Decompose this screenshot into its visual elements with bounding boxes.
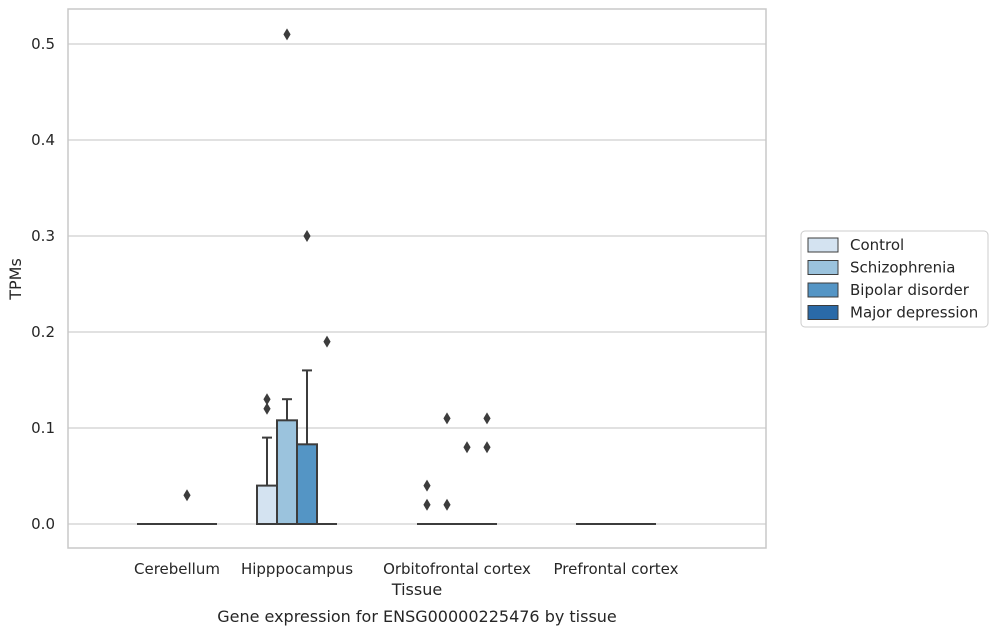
outlier-point [283, 28, 291, 41]
outlier-point [483, 412, 491, 425]
legend-label: Major depression [850, 304, 978, 322]
y-tick-label: 0.0 [31, 515, 55, 533]
box-body [296, 443, 318, 526]
x-tick-labels: Cerebellum Hipppocampus Orbitofrontal cort… [134, 560, 679, 578]
outlier-point [303, 230, 311, 242]
box-major-depression [317, 335, 337, 525]
outlier-point [423, 479, 431, 492]
outlier-point [463, 441, 471, 454]
x-tick-label: Prefrontal cortex [554, 560, 679, 578]
outlier-point [263, 402, 271, 415]
legend-label: Control [850, 236, 904, 254]
box-bipolar-disorder [296, 230, 318, 526]
box-bipolar-disorder [177, 489, 197, 525]
legend-swatch [807, 260, 839, 275]
outlier-point [483, 441, 491, 454]
y-axis-label: TPMs [6, 258, 25, 301]
legend-label: Bipolar disorder [850, 281, 970, 299]
box-bipolar-disorder [457, 441, 477, 525]
plot-frame [67, 8, 767, 549]
x-axis-label: Tissue [391, 580, 442, 599]
x-tick-label: Cerebellum [134, 560, 220, 578]
box-control [256, 393, 278, 526]
legend-frame [800, 230, 989, 328]
legend-swatch [807, 282, 839, 298]
y-tick-label: 0.3 [31, 227, 55, 245]
outlier-point [443, 412, 451, 425]
y-tick-label: 0.2 [31, 323, 55, 341]
outlier-point [423, 498, 431, 511]
y-tick-label: 0.5 [31, 35, 55, 53]
legend-label: Schizophrenia [850, 259, 955, 277]
x-tick-label: Orbitofrontal cortex [383, 560, 531, 578]
box-major-depression [477, 412, 497, 525]
y-tick-labels: 0.0 0.1 0.2 0.3 0.4 0.5 [31, 35, 55, 533]
outlier-point [443, 498, 451, 511]
box-series [137, 28, 656, 526]
box-body [256, 484, 278, 526]
outlier-point [323, 335, 331, 348]
outlier-point [183, 489, 191, 502]
figure-caption: Gene expression for ENSG00000225476 by t… [217, 607, 617, 626]
legend-swatch [807, 237, 839, 253]
y-tick-label: 0.1 [31, 419, 55, 437]
box-schizophrenia [276, 28, 298, 526]
box-schizophrenia [437, 412, 457, 525]
x-tick-label: Hipppocampus [241, 560, 353, 578]
box-body [276, 419, 298, 526]
box-control [417, 479, 437, 525]
y-tick-label: 0.4 [31, 131, 55, 149]
legend-swatch [807, 305, 839, 320]
legend: Control Schizophrenia Bipolar disorder Majo… [800, 230, 989, 328]
outlier-point [263, 393, 271, 406]
